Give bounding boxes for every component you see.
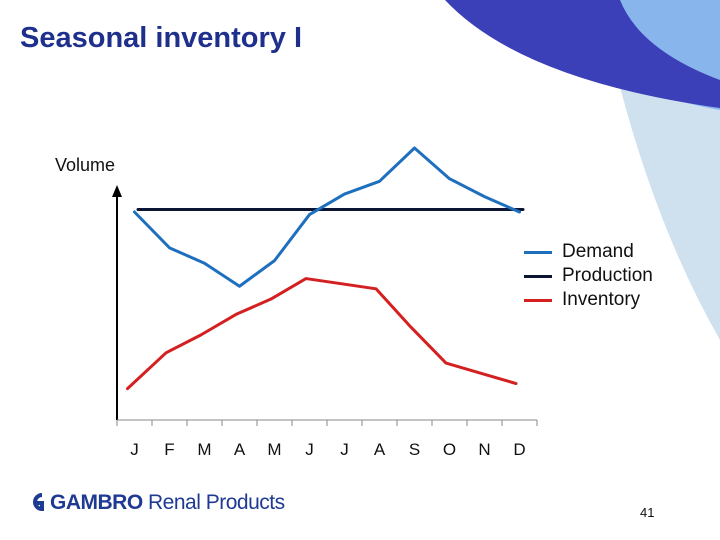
x-axis-ticks <box>116 420 538 426</box>
swoosh-dark <box>445 0 720 108</box>
chart-legend: Demand Production Inventory <box>524 240 653 312</box>
y-axis-arrow <box>112 185 122 197</box>
x-tick-label: O <box>443 440 456 459</box>
corner-swoosh-shapes <box>445 0 720 340</box>
company-logo: GAMBRO Renal Products <box>26 490 285 516</box>
x-tick-label: A <box>234 440 246 459</box>
slide-title: Seasonal inventory I <box>20 22 303 54</box>
x-tick-label: J <box>130 440 139 459</box>
series-line-inventory <box>126 277 518 391</box>
x-tick-label: M <box>267 440 281 459</box>
logo-brand-text: GAMBRO <box>50 491 143 514</box>
x-tick-label: F <box>164 440 174 459</box>
y-axis-label: Volume <box>55 155 115 175</box>
x-tick-label: J <box>340 440 349 459</box>
x-tick-label: A <box>374 440 386 459</box>
x-tick-label: M <box>197 440 211 459</box>
x-tick-label: S <box>409 440 420 459</box>
series-line-demand <box>133 146 521 288</box>
legend-item-demand: Demand <box>524 240 653 264</box>
legend-label-inventory: Inventory <box>562 289 641 310</box>
legend-swatch-inventory <box>524 298 552 302</box>
x-tick-label: N <box>478 440 490 459</box>
gambro-logo-icon <box>33 493 44 512</box>
legend-swatch-production <box>524 274 552 278</box>
legend-item-production: Production <box>524 264 653 288</box>
legend-label-production: Production <box>562 265 653 286</box>
page-number: 41 <box>640 505 655 520</box>
logo-suffix-text: Renal Products <box>148 491 285 514</box>
chart-series <box>126 146 525 391</box>
legend-item-inventory: Inventory <box>524 288 653 312</box>
x-tick-label: J <box>305 440 314 459</box>
legend-label-demand: Demand <box>562 241 634 262</box>
legend-swatch-demand <box>524 250 552 254</box>
x-tick-label: D <box>513 440 525 459</box>
